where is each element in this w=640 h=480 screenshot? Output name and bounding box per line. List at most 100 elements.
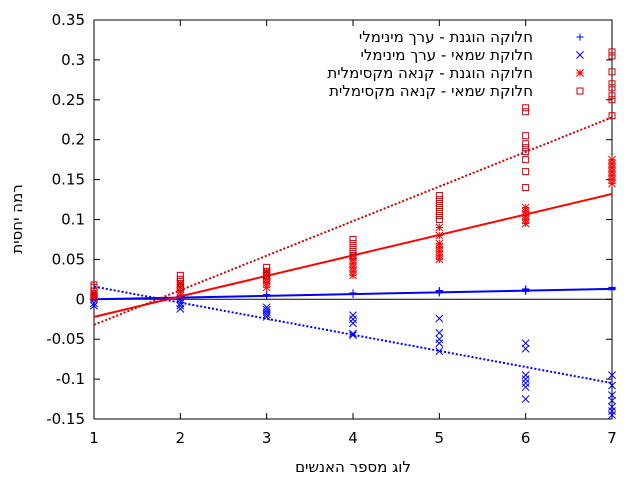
- series-4-point: [90, 291, 98, 299]
- series-4-point: [522, 148, 530, 156]
- series-4-point: [435, 196, 443, 204]
- x-tick-label: 2: [176, 429, 186, 447]
- series-1-point: [349, 290, 357, 299]
- series-2-point: [349, 319, 357, 328]
- series-4-point: [349, 243, 357, 251]
- series-2-point: [521, 379, 530, 388]
- y-tick-label: 0.15: [52, 171, 85, 189]
- x-tick-label: 5: [435, 429, 445, 447]
- y-axis-label: רמה יחסית: [8, 184, 26, 253]
- legend-marker-2: [576, 51, 584, 59]
- y-tick-label: 0.3: [61, 51, 85, 69]
- series-2-point: [435, 314, 444, 323]
- series-2-point: [608, 381, 616, 390]
- series-2-point: [608, 411, 616, 419]
- series-2-point: [262, 310, 271, 319]
- legend-marker-3: [576, 69, 584, 77]
- y-tick-label: 0: [75, 290, 85, 308]
- series-3-point: [435, 231, 444, 240]
- series-2-point: [521, 375, 530, 384]
- series-3-point: [349, 255, 357, 264]
- series-3-point: [176, 279, 185, 288]
- series-4-point: [435, 204, 443, 212]
- series-2-point: [608, 371, 616, 380]
- series-2-point: [521, 395, 530, 404]
- series-2-point: [608, 391, 616, 400]
- series-4-point: [435, 208, 443, 216]
- series-2-point: [521, 383, 530, 392]
- series-4-point: [608, 48, 616, 56]
- series-3-point: [349, 259, 357, 268]
- series-4-point: [263, 263, 271, 271]
- y-tick-label: 0.05: [52, 250, 85, 268]
- series-1-point: [435, 286, 443, 295]
- series-2-point: [349, 331, 357, 340]
- series-4-point: [263, 267, 271, 275]
- series-2-point: [176, 304, 185, 313]
- series-4-point: [349, 251, 357, 259]
- y-tick-label: 0.35: [52, 11, 85, 29]
- series-4-point: [263, 271, 271, 279]
- series-2-point: [608, 396, 616, 405]
- series-4-point: [435, 200, 443, 208]
- x-tick-label: 6: [521, 429, 531, 447]
- data-points: [90, 48, 616, 419]
- legend-label-3: חלוקה הוגנת - קנאה מקסימלית: [327, 64, 533, 82]
- legend-label-2: חלוקת שמאי - ערך מינימלי: [361, 46, 533, 64]
- series-3-point: [435, 239, 444, 248]
- series-4-point: [435, 192, 443, 200]
- series-3-point: [262, 275, 271, 284]
- series-2-point: [349, 329, 357, 338]
- y-tick-label: -0.05: [46, 330, 85, 348]
- series-2-point: [176, 295, 185, 304]
- series-2-point: [349, 311, 357, 320]
- series-4-point: [522, 132, 530, 140]
- series-2-point: [521, 371, 530, 380]
- series-4-point: [435, 212, 443, 220]
- series-2-point: [90, 299, 98, 308]
- series-3-point: [435, 251, 444, 260]
- series-3-point: [521, 215, 530, 224]
- series-3-point: [262, 267, 271, 276]
- series-2-point: [521, 344, 530, 353]
- series-2-point: [90, 301, 98, 310]
- legend-label-1: חלוקה הוגנת - ערך מינימלי: [359, 28, 533, 46]
- series-2-point: [176, 301, 185, 310]
- series-2-point: [349, 315, 357, 324]
- series-4-point: [176, 279, 184, 287]
- series-4-point: [522, 140, 530, 148]
- series-3-point: [608, 155, 616, 164]
- x-tick-label: 1: [89, 429, 99, 447]
- series-2-point: [608, 403, 616, 411]
- series-2-point: [435, 335, 444, 344]
- series-4-point: [522, 144, 530, 152]
- x-tick-label: 7: [607, 429, 617, 447]
- x-axis-label: לוג מספר האנשים: [295, 458, 411, 476]
- series-4-point: [608, 92, 616, 100]
- series-4-point: [349, 235, 357, 243]
- series-4-point: [263, 275, 271, 283]
- series-3-point: [349, 267, 357, 276]
- series-4-point: [608, 96, 616, 104]
- series-4-point: [349, 239, 357, 247]
- series-4-point: [349, 247, 357, 255]
- series-2-point: [435, 328, 444, 337]
- series-4-point: [522, 168, 530, 176]
- legend-label-4: חלוקת שמאי - קנאה מקסימלית: [329, 82, 533, 100]
- series-4-point: [608, 52, 616, 60]
- series-2-point: [176, 299, 185, 308]
- series-4-point: [522, 156, 530, 164]
- series-4-point: [608, 68, 616, 76]
- series-4-point: [522, 108, 530, 116]
- series-2-point: [608, 407, 616, 415]
- series-2-point: [262, 312, 271, 321]
- series-4-point: [608, 84, 616, 92]
- y-tick-label: -0.1: [56, 370, 85, 388]
- series-4-point: [608, 80, 616, 88]
- axes: -0.15 -0.1 -0.05 0 0.05 0.1 0.15 0.2 0.25 0.3 0.35…: [46, 11, 617, 447]
- series-1-point: [263, 290, 271, 299]
- series-2-point: [435, 347, 444, 356]
- series-4-point: [176, 275, 184, 283]
- y-tick-label: -0.15: [46, 410, 85, 428]
